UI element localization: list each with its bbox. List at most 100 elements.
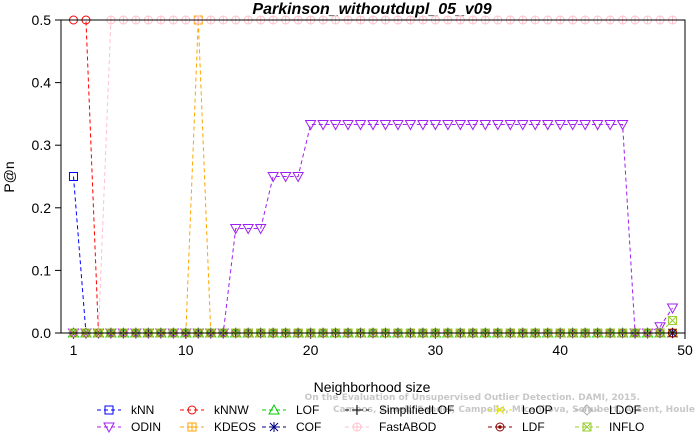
- series-line-knn: [72, 176, 673, 334]
- legend-label: LDOF: [609, 403, 641, 417]
- legend-marker-ldf-dot: [498, 425, 502, 429]
- point-odin: [279, 172, 292, 183]
- legend-marker-ldf: [495, 422, 505, 432]
- series-line-kdeos: [73, 19, 673, 334]
- legend-marker-fastabod-plus: [353, 423, 361, 431]
- legend-marker-loop: [495, 405, 505, 415]
- plot-frame: [60, 19, 686, 334]
- legend-item-simplifiedlof: SimplifiedLOF: [345, 403, 454, 417]
- legend-label: LOF: [296, 403, 319, 417]
- series-fastabod: [68, 15, 678, 338]
- legend-marker-kdeos: [187, 422, 197, 432]
- x-axis-label: Neighborhood size: [314, 379, 431, 395]
- legend-item-loop: LoOP: [488, 403, 553, 417]
- series-line-fastabod: [73, 19, 673, 334]
- x-tick-label: 50: [677, 342, 693, 358]
- x-tick-label: 40: [552, 342, 568, 358]
- point-odin: [229, 223, 242, 235]
- series-odin: [67, 120, 679, 340]
- point-odin: [666, 303, 679, 314]
- point-odin: [317, 120, 329, 131]
- point-odin: [254, 223, 267, 235]
- y-axis-label: P@n: [1, 161, 17, 192]
- point-odin: [616, 120, 629, 131]
- legend-marker-inflo-x: [582, 422, 592, 432]
- point-odin: [504, 120, 517, 131]
- point-odin: [491, 120, 504, 131]
- point-odin: [304, 120, 317, 131]
- point-odin: [541, 120, 554, 131]
- watermark: Campos, Zimek, Sander, Campello, Micenko…: [305, 393, 695, 415]
- series-line-knnw: [73, 19, 673, 334]
- legend-marker-odin: [103, 422, 115, 434]
- y-tick-label: 0.2: [32, 200, 52, 216]
- legend-label: kNNW: [214, 403, 249, 417]
- point-odin: [479, 120, 492, 131]
- point-odin: [591, 120, 604, 131]
- point-odin: [329, 120, 342, 131]
- legend-label: LDF: [522, 420, 545, 434]
- legend-item-ldof: LDOF: [575, 403, 641, 417]
- point-odin: [604, 120, 616, 131]
- point-odin: [267, 172, 280, 183]
- legend-label: LoOP: [522, 403, 553, 417]
- axes: 1 10 20 30 40 50 0.0 0.1 0.2 0.3 0.4 0.5: [32, 12, 693, 358]
- legend-marker-ldof: [581, 404, 593, 416]
- point-inflo-box: [668, 315, 678, 325]
- point-odin: [354, 120, 367, 131]
- series-layer: [67, 15, 679, 340]
- point-odin: [392, 120, 404, 131]
- legend-marker-knnw: [187, 405, 197, 415]
- point-odin: [554, 120, 567, 131]
- legend-item-knnw: kNNW: [180, 403, 249, 417]
- point-odin: [342, 120, 354, 131]
- y-tick-label: 0.1: [32, 262, 52, 278]
- series-knnw: [68, 15, 678, 338]
- y-tick-label: 0.3: [32, 137, 52, 153]
- point-odin: [529, 120, 542, 131]
- legend-marker-kdeos-cross: [188, 423, 196, 431]
- legend: kNN kNNW LOF SimplifiedLOF LoOP LDOF ODIN KDEOS…: [97, 403, 644, 434]
- legend-item-odin: ODIN: [97, 420, 161, 434]
- legend-marker-ldf-ring: [495, 422, 505, 432]
- legend-marker-simplifiedlof: [352, 405, 362, 415]
- legend-item-ldf: LDF: [488, 420, 545, 434]
- legend-item-lof: LOF: [262, 403, 319, 417]
- watermark-line-1: Campos, Zimek, Sander, Campello, Micenko…: [333, 405, 695, 415]
- legend-item-inflo: INFLO: [575, 420, 644, 434]
- series-knn: [68, 172, 678, 338]
- legend-marker-inflo-box: [582, 422, 592, 432]
- point-odin: [379, 120, 392, 131]
- legend-marker-lof: [268, 403, 280, 415]
- x-tick-label: 10: [178, 342, 194, 358]
- point-inflo-x: [668, 316, 677, 325]
- point-odin: [654, 322, 666, 333]
- watermark-line-2: On the Evaluation of Unsupervised Outlie…: [305, 393, 640, 403]
- point-inflo: [668, 315, 678, 325]
- y-tick-label: 0.0: [32, 325, 52, 341]
- point-odin: [442, 120, 454, 131]
- point-odin: [404, 120, 417, 131]
- y-tick-label: 0.4: [32, 75, 52, 91]
- legend-label: INFLO: [609, 420, 644, 434]
- legend-label: FastABOD: [379, 420, 437, 434]
- point-odin: [579, 120, 592, 131]
- point-odin: [367, 120, 379, 131]
- point-odin: [242, 223, 255, 235]
- point-knn: [68, 172, 78, 181]
- y-tick-label: 0.5: [32, 12, 52, 28]
- x-tick-label: 20: [303, 342, 319, 358]
- legend-item-kdeos: KDEOS: [180, 420, 256, 434]
- series-kdeos: [68, 15, 678, 338]
- legend-item-fastabod: FastABOD: [345, 420, 437, 434]
- x-tick-label: 1: [70, 342, 78, 358]
- point-odin: [566, 120, 579, 131]
- legend-label: kNN: [131, 403, 154, 417]
- legend-item-cof: COF: [262, 420, 321, 434]
- chart-title: Parkinson_withoutdupl_05_v09: [252, 1, 491, 18]
- legend-marker-inflo: [582, 422, 592, 432]
- legend-label: SimplifiedLOF: [379, 403, 454, 417]
- legend-marker-fastabod: [352, 422, 362, 432]
- point-odin: [454, 120, 467, 131]
- point-odin: [429, 120, 442, 131]
